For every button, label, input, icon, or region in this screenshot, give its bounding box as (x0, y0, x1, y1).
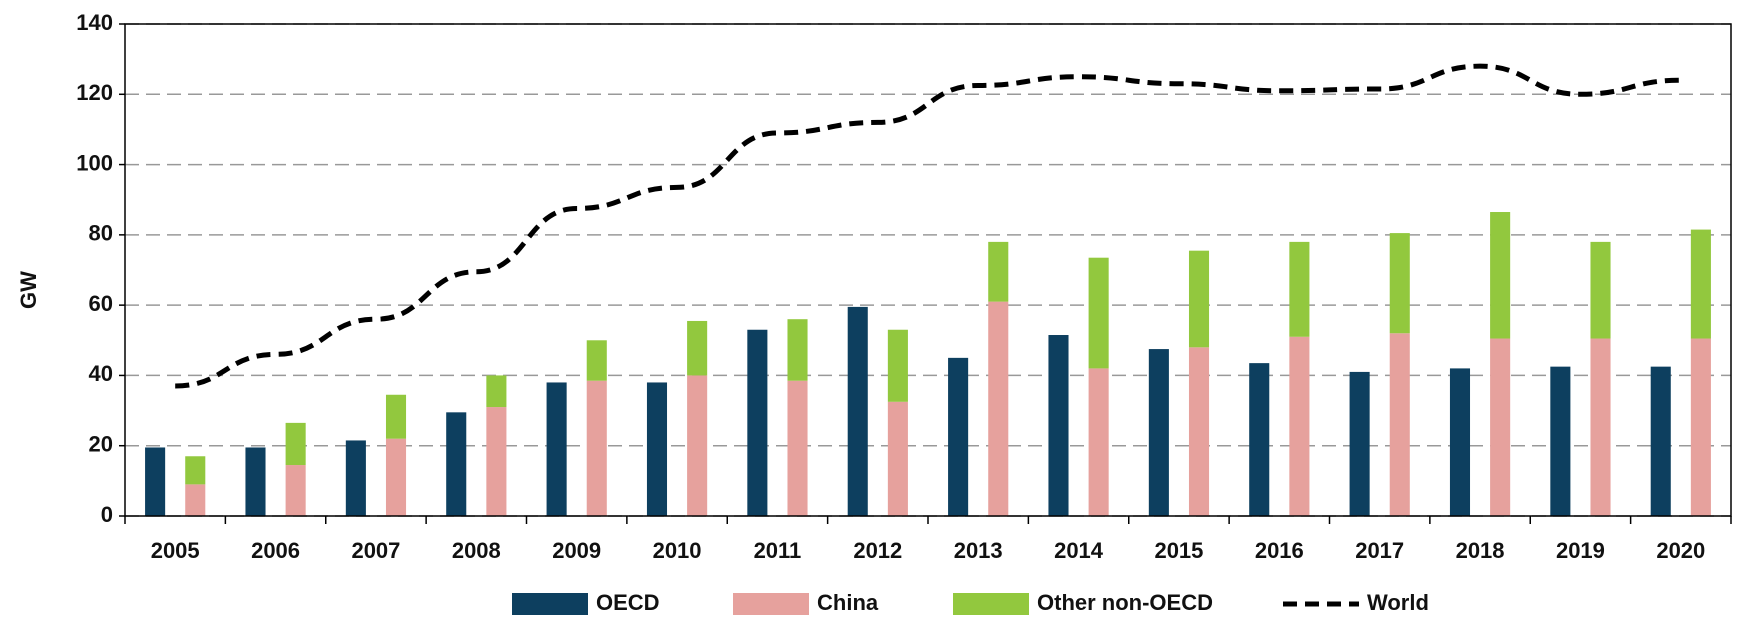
y-tick-label: 20 (89, 432, 113, 457)
bar (1389, 233, 1410, 334)
x-tick-label: 2012 (853, 538, 902, 563)
bar (586, 380, 607, 516)
bar (988, 241, 1009, 302)
legend-swatch (733, 593, 809, 615)
x-tick-label: 2020 (1656, 538, 1705, 563)
legend-swatch (953, 593, 1029, 615)
x-tick-label: 2017 (1355, 538, 1404, 563)
bar (1590, 241, 1611, 339)
bar (988, 301, 1009, 516)
bar (1490, 212, 1511, 339)
bar (847, 306, 868, 516)
bar (1289, 241, 1310, 337)
legend-label: China (817, 590, 879, 615)
x-tick-label: 2010 (653, 538, 702, 563)
bar (948, 357, 969, 516)
bar (1048, 335, 1069, 516)
bar (747, 329, 768, 516)
bar (1550, 366, 1571, 516)
y-tick-label: 140 (76, 10, 113, 35)
bar (345, 440, 366, 516)
bar (285, 422, 306, 466)
x-tick-label: 2008 (452, 538, 501, 563)
bar (687, 375, 708, 516)
bar (887, 329, 908, 402)
bar (687, 320, 708, 376)
x-tick-label: 2014 (1054, 538, 1104, 563)
y-tick-label: 100 (76, 150, 113, 175)
bar (245, 447, 266, 516)
x-tick-label: 2005 (151, 538, 200, 563)
bar (1449, 368, 1471, 516)
x-tick-label: 2011 (754, 538, 802, 563)
y-tick-label: 60 (89, 291, 113, 316)
y-axis-label: GW (16, 271, 41, 309)
x-tick-label: 2019 (1556, 538, 1605, 563)
bar (1088, 257, 1109, 369)
legend-label: Other non-OECD (1037, 590, 1213, 615)
bar (385, 394, 407, 439)
bar (1490, 338, 1511, 516)
x-tick-label: 2006 (251, 538, 300, 563)
y-tick-label: 120 (76, 80, 113, 105)
bar (1188, 347, 1210, 516)
bar (546, 382, 567, 516)
bar (1188, 250, 1210, 348)
y-tick-label: 40 (89, 361, 113, 386)
bar (486, 375, 507, 408)
x-tick-label: 2015 (1154, 538, 1203, 563)
y-tick-label: 80 (89, 221, 113, 246)
x-tick-label: 2013 (954, 538, 1003, 563)
x-tick-label: 2018 (1456, 538, 1505, 563)
bar (285, 465, 306, 516)
bar (486, 407, 507, 516)
bar (1349, 371, 1370, 516)
bar (586, 340, 607, 381)
bar (185, 484, 206, 516)
bar (145, 447, 166, 516)
bar (1088, 368, 1109, 516)
bar (1148, 349, 1169, 516)
bar (1650, 366, 1671, 516)
bar (787, 319, 808, 381)
y-tick-label: 0 (101, 502, 113, 527)
x-tick-label: 2009 (552, 538, 601, 563)
bar (646, 382, 668, 516)
bar (1389, 333, 1410, 516)
line (175, 63, 1681, 389)
bar (1590, 338, 1611, 516)
bar (787, 380, 808, 516)
x-tick-label: 2007 (351, 538, 400, 563)
x-tick-label: 2016 (1255, 538, 1304, 563)
bar (185, 456, 206, 485)
legend-label: World (1367, 590, 1429, 615)
bar (887, 401, 908, 516)
legend-label: OECD (596, 590, 660, 615)
bar (385, 438, 407, 516)
bar (1249, 363, 1270, 516)
plot-frame (124, 23, 1732, 517)
bar (1289, 336, 1310, 516)
bar (1690, 338, 1711, 516)
legend-swatch (512, 593, 588, 615)
bar (446, 412, 467, 516)
bar (1690, 229, 1711, 339)
